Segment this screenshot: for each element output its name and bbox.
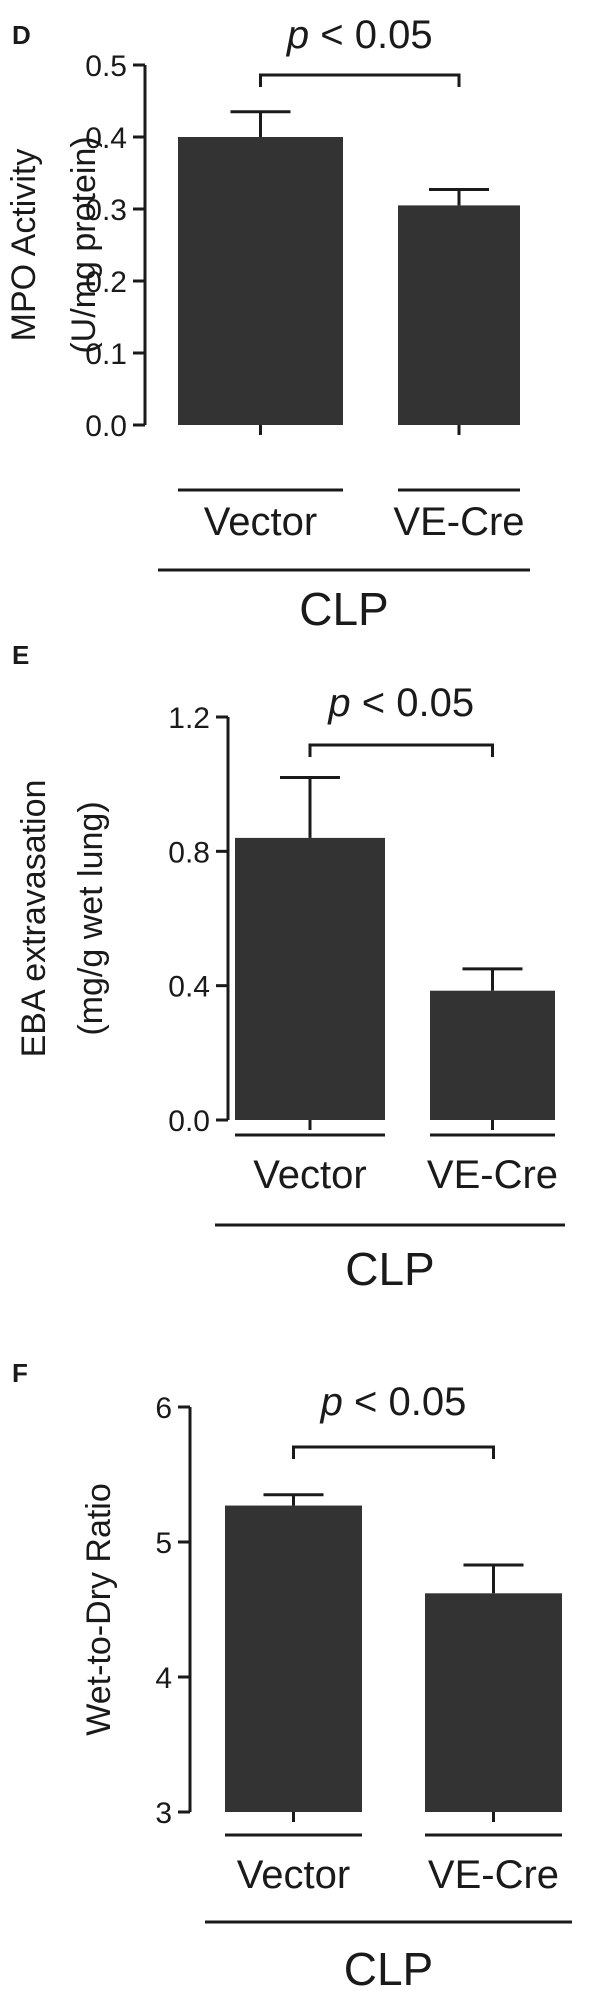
group-label: CLP bbox=[299, 583, 388, 635]
y-tick-label: 6 bbox=[155, 1392, 172, 1425]
panel-letter: F bbox=[12, 1358, 28, 1388]
significance-bracket bbox=[308, 743, 494, 757]
category-label: Vector bbox=[204, 500, 317, 544]
y-axis-title: EBA extravasation bbox=[15, 780, 53, 1058]
p-symbol: p bbox=[320, 1380, 343, 1424]
significance-bracket bbox=[259, 73, 461, 87]
panel-letter: E bbox=[12, 640, 29, 670]
significance-label: p < 0.05 bbox=[320, 1380, 467, 1424]
bar-ve-cre bbox=[430, 990, 555, 1120]
y-axis-title: Wet-to-Dry Ratio bbox=[80, 1483, 118, 1736]
p-symbol: p bbox=[286, 13, 309, 57]
y-tick-label: 0.4 bbox=[85, 122, 127, 155]
y-tick-label: 4 bbox=[155, 1662, 172, 1695]
y-tick-label: 0.8 bbox=[168, 836, 210, 869]
bar-ve-cre bbox=[398, 205, 520, 425]
bar-vector bbox=[235, 837, 385, 1120]
chart-panel-e: E 0.0 0.4 0.8 1.2 EBA extravasation (mg/g wet … bbox=[12, 640, 565, 1295]
category-label: VE-Cre bbox=[393, 500, 524, 544]
category-label: VE-Cre bbox=[427, 1153, 558, 1197]
chart-panel-d: D 0.0 0.1 0.2 0.3 0.4 0.5 MPO Activity (U/mg pro… bbox=[5, 13, 530, 635]
y-tick-label: 0.3 bbox=[85, 194, 127, 227]
chart-panel-f: F 3 4 5 6 Wet-to-Dry Ratio Vector VE-Cre CLP p < … bbox=[12, 1358, 572, 1995]
y-tick-label: 0.0 bbox=[85, 410, 127, 443]
y-tick-label: 0.1 bbox=[85, 338, 127, 371]
y-tick-label: 0.2 bbox=[85, 266, 127, 299]
p-symbol: p bbox=[327, 681, 350, 725]
y-tick-label: 0.5 bbox=[85, 50, 127, 83]
panel-letter: D bbox=[12, 20, 31, 50]
p-threshold: < 0.05 bbox=[343, 1380, 466, 1424]
bar-ve-cre bbox=[425, 1593, 562, 1812]
y-tick-label: 5 bbox=[155, 1527, 172, 1560]
bar-vector bbox=[225, 1505, 362, 1812]
category-label: Vector bbox=[237, 1853, 350, 1897]
p-threshold: < 0.05 bbox=[351, 681, 474, 725]
bar-vector bbox=[178, 137, 343, 425]
p-threshold: < 0.05 bbox=[309, 13, 432, 57]
y-axis-title: MPO Activity bbox=[5, 149, 43, 342]
y-tick-label: 0.4 bbox=[168, 971, 210, 1004]
category-label: Vector bbox=[253, 1153, 366, 1197]
y-tick-label: 0.0 bbox=[168, 1105, 210, 1138]
y-tick-label: 3 bbox=[155, 1797, 172, 1830]
y-axis-title: (U/mg protein) bbox=[65, 136, 103, 353]
group-label: CLP bbox=[345, 1243, 434, 1295]
significance-label: p < 0.05 bbox=[286, 13, 433, 57]
significance-label: p < 0.05 bbox=[327, 681, 474, 725]
significance-bracket bbox=[292, 1445, 495, 1459]
group-label: CLP bbox=[344, 1943, 433, 1995]
category-label: VE-Cre bbox=[428, 1853, 559, 1897]
y-tick-label: 1.2 bbox=[168, 702, 210, 735]
y-axis-title: (mg/g wet lung) bbox=[72, 801, 110, 1035]
